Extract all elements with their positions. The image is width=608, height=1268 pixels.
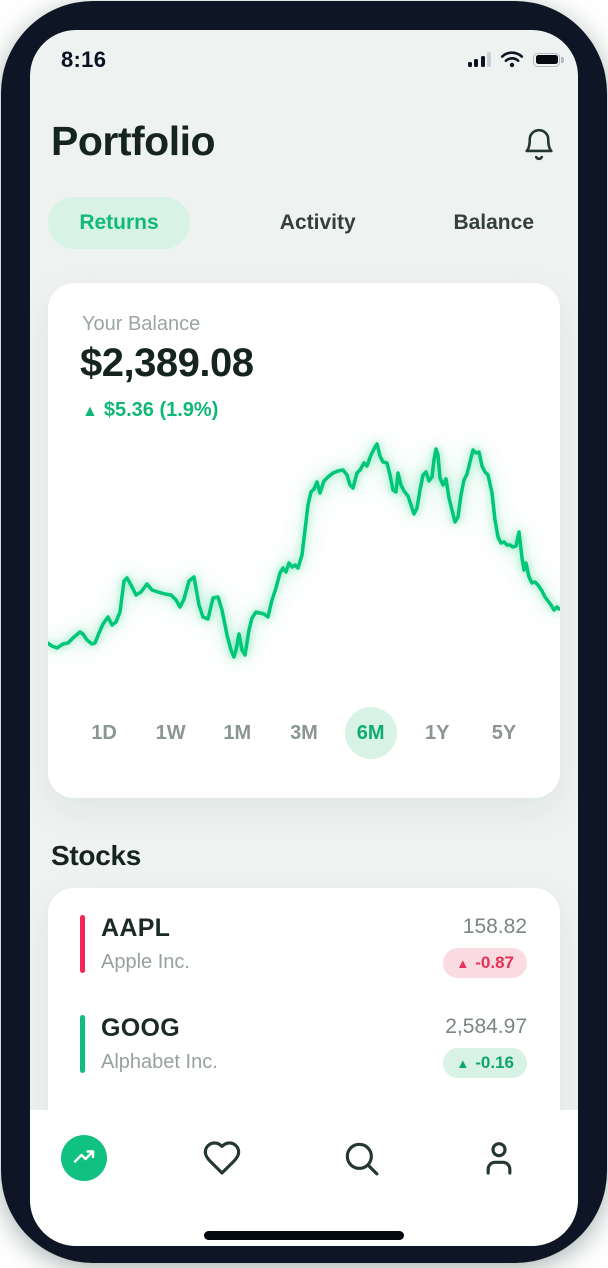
- balance-card: Your Balance $2,389.08 ▲ $5.36 (1.9%) 1D 1…: [44, 283, 561, 798]
- stock-names: GOOG Alphabet Inc.: [101, 1014, 218, 1074]
- search-icon: [345, 1142, 379, 1176]
- bottom-nav: [30, 1110, 578, 1246]
- wifi-icon: [500, 51, 524, 68]
- portfolio-chart[interactable]: [44, 433, 561, 673]
- time-range-selector: 1D 1W 1M 3M 6M 1Y 5Y: [48, 705, 560, 761]
- chart-line: [44, 442, 561, 659]
- tab-returns[interactable]: Returns: [48, 197, 190, 249]
- trending-up-icon: [73, 1150, 95, 1163]
- up-triangle-icon: ▲: [456, 955, 470, 971]
- nav-portfolio-button[interactable]: [61, 1135, 107, 1181]
- stocks-heading: Stocks: [51, 840, 142, 871]
- stock-price: 158.82: [462, 915, 527, 938]
- balance-change-text: $5.36 (1.9%): [103, 399, 219, 421]
- time-range-1m[interactable]: 1M: [211, 707, 263, 759]
- tab-activity[interactable]: Activity: [272, 211, 364, 235]
- time-range-1w[interactable]: 1W: [145, 707, 197, 759]
- time-range-1y[interactable]: 1Y: [411, 707, 463, 759]
- bell-icon[interactable]: [520, 124, 558, 164]
- status-bar: 8:16: [30, 30, 578, 90]
- time-range-1d[interactable]: 1D: [78, 707, 130, 759]
- nav-search-button[interactable]: [338, 1135, 384, 1181]
- stock-row-aapl[interactable]: AAPL Apple Inc. 158.82 ▲ -0.87: [80, 914, 528, 978]
- up-triangle-icon: ▲: [82, 403, 98, 420]
- stock-company: Alphabet Inc.: [101, 1051, 218, 1073]
- heart-icon: [204, 1141, 241, 1175]
- stock-change-badge: ▲ -0.87: [443, 948, 527, 978]
- stock-symbol: AAPL: [101, 914, 171, 942]
- balance-change: ▲ $5.36 (1.9%): [82, 399, 218, 422]
- page-title: Portfolio: [51, 118, 216, 164]
- bottom-nav-row: [30, 1135, 578, 1181]
- app-screen: 8:16 Portfolio: [30, 30, 578, 1246]
- stock-right: 2,584.97 ▲ -0.16: [443, 1015, 527, 1078]
- home-indicator[interactable]: [204, 1231, 404, 1240]
- stock-accent-bar: [80, 915, 85, 973]
- stock-change-value: -0.16: [475, 1053, 514, 1072]
- time-range-5y[interactable]: 5Y: [478, 707, 530, 759]
- cellular-signal-icon: [467, 52, 491, 67]
- time-range-3m[interactable]: 3M: [278, 707, 330, 759]
- stock-accent-bar: [80, 1015, 85, 1073]
- status-time: 8:16: [61, 47, 107, 72]
- user-icon: [486, 1142, 512, 1175]
- tab-balance[interactable]: Balance: [445, 211, 542, 235]
- stock-row-goog[interactable]: GOOG Alphabet Inc. 2,584.97 ▲ -0.16: [80, 1014, 528, 1078]
- balance-amount: $2,389.08: [80, 341, 254, 385]
- nav-favorites-button[interactable]: [199, 1135, 245, 1181]
- stock-price: 2,584.97: [445, 1015, 527, 1038]
- battery-icon: [533, 52, 564, 67]
- stock-names: AAPL Apple Inc.: [101, 914, 190, 974]
- up-triangle-icon: ▲: [456, 1055, 470, 1071]
- stock-change-value: -0.87: [475, 953, 514, 972]
- nav-profile-button[interactable]: [476, 1135, 522, 1181]
- stock-change-badge: ▲ -0.16: [443, 1048, 527, 1078]
- time-range-6m[interactable]: 6M: [344, 707, 397, 759]
- stock-symbol: GOOG: [101, 1014, 180, 1042]
- stock-company: Apple Inc.: [101, 951, 190, 973]
- balance-label: Your Balance: [82, 313, 201, 335]
- stock-list: AAPL Apple Inc. 158.82 ▲ -0.87 GOOG Alphabet I…: [48, 888, 560, 1148]
- status-icons: [467, 51, 564, 68]
- stock-right: 158.82 ▲ -0.87: [443, 915, 527, 978]
- tab-bar: Returns Activity Balance: [48, 197, 560, 249]
